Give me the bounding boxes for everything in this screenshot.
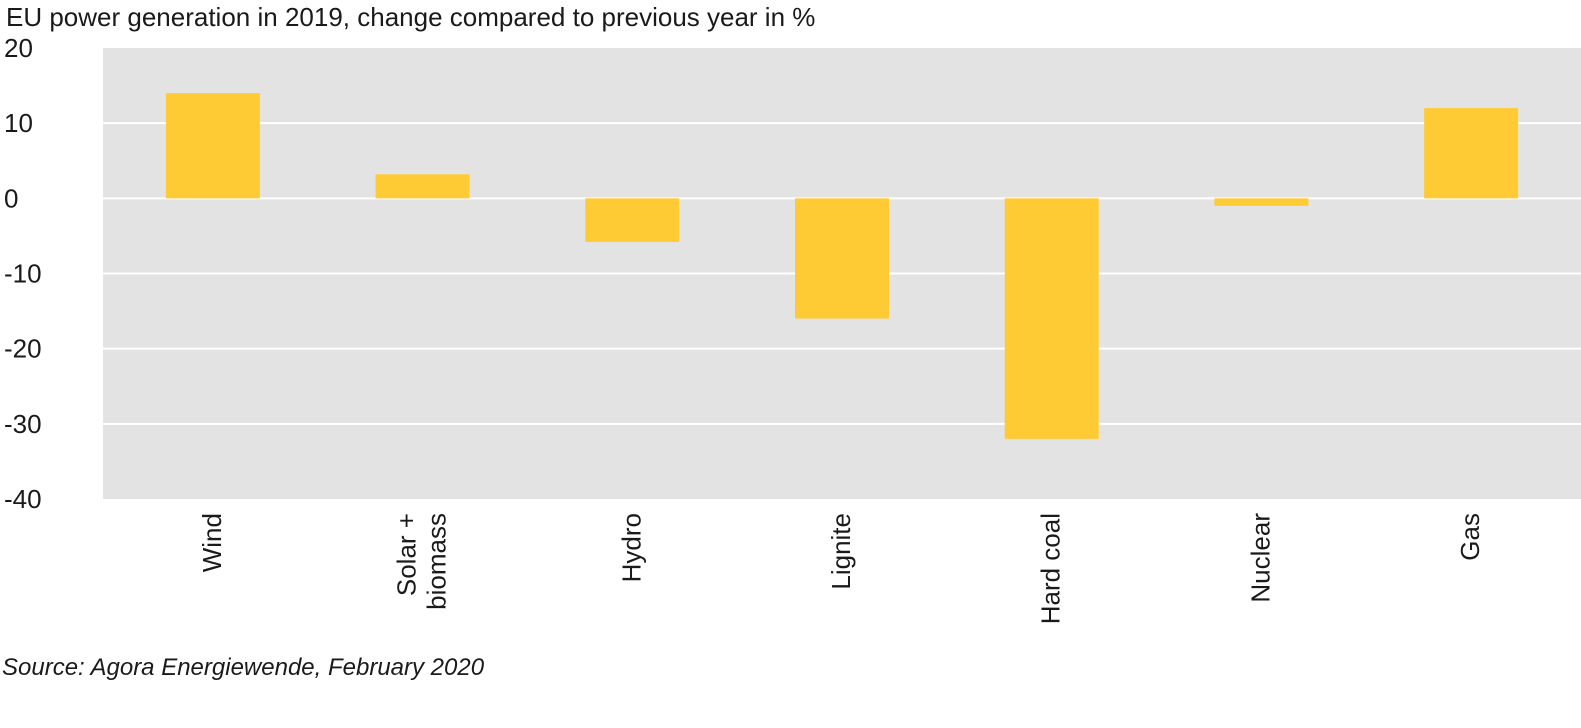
x-category-label-line: Hard coal <box>1036 513 1066 624</box>
bar <box>165 93 260 199</box>
bar <box>585 198 680 242</box>
chart-title: EU power generation in 2019, change comp… <box>6 2 816 32</box>
x-category-label: Nuclear <box>1245 513 1275 603</box>
x-axis-labels: Wind Solar + biomass Hydro Lignite Hard coal N… <box>197 513 1485 625</box>
x-category-label: Hydro <box>616 513 646 582</box>
y-tick-label: -10 <box>4 259 42 289</box>
y-tick-label: 10 <box>4 108 33 138</box>
bar <box>795 198 889 319</box>
x-category-label-line: Lignite <box>826 513 856 590</box>
y-axis-ticks: 20 10 0 -10 -20 -30 -40 <box>4 33 42 514</box>
x-category-label: Gas <box>1455 513 1485 561</box>
y-tick-label: -30 <box>4 409 42 439</box>
x-category-label-line: biomass <box>422 513 452 610</box>
y-tick-label: -20 <box>4 334 42 364</box>
y-tick-label: 20 <box>4 33 33 63</box>
y-tick-label: -40 <box>4 484 42 514</box>
bars <box>165 93 1519 439</box>
chart-source: Source: Agora Energiewende, February 202… <box>2 654 485 681</box>
bar <box>1214 198 1309 206</box>
x-category-label: Solar + biomass <box>392 513 452 610</box>
x-category-label-line: Wind <box>197 513 227 572</box>
bar <box>375 174 470 199</box>
bar <box>1424 108 1519 199</box>
x-category-label-line: Solar + <box>392 513 422 596</box>
x-category-label-line: Nuclear <box>1245 513 1275 603</box>
x-category-label: Lignite <box>826 513 856 590</box>
y-tick-label: 0 <box>4 183 18 213</box>
x-category-label-line: Hydro <box>616 513 646 582</box>
x-category-label: Wind <box>197 513 227 572</box>
x-category-label-line: Gas <box>1455 513 1485 561</box>
bar <box>1004 198 1099 439</box>
x-category-label: Hard coal <box>1036 513 1066 624</box>
